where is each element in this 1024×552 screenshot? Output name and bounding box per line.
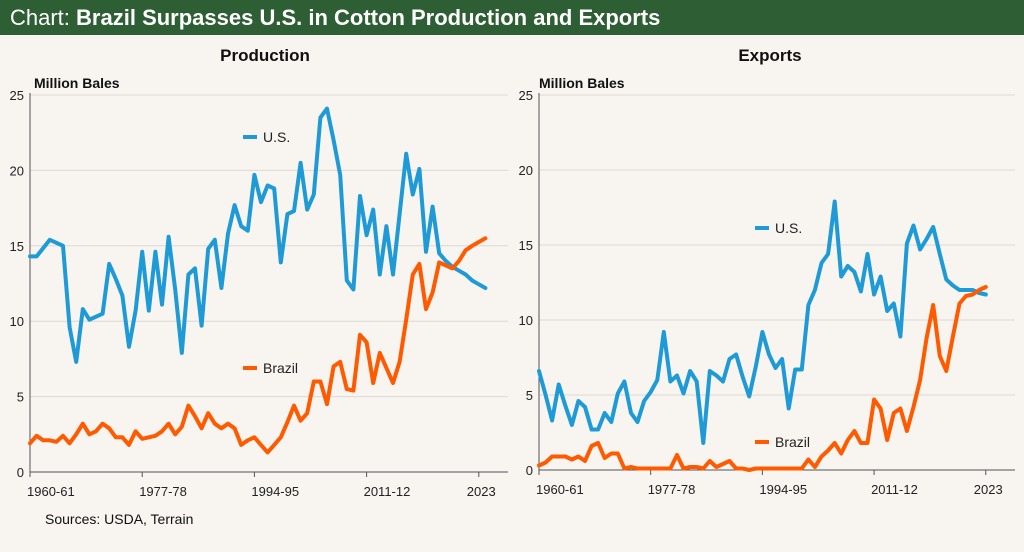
y-tick-label: 15 bbox=[10, 239, 24, 254]
panel-title-1: Exports bbox=[738, 46, 801, 65]
y-tick-label: 20 bbox=[519, 163, 533, 178]
panel-title-0: Production bbox=[220, 46, 310, 65]
x-tick-label: 1977-78 bbox=[648, 482, 696, 497]
y-tick-label: 25 bbox=[519, 88, 533, 103]
legend-label: Brazil bbox=[263, 360, 298, 376]
y-tick-label: 10 bbox=[10, 314, 24, 329]
sources-note: Sources: USDA, Terrain bbox=[45, 511, 194, 527]
y-axis-unit-1: Million Bales bbox=[539, 75, 625, 91]
chart-title: Brazil Surpasses U.S. in Cotton Producti… bbox=[76, 5, 661, 30]
x-tick-label: 1960-61 bbox=[27, 484, 75, 499]
x-tick-label: 2011-12 bbox=[364, 484, 411, 499]
y-tick-label: 25 bbox=[10, 88, 24, 103]
legend-label: U.S. bbox=[775, 220, 802, 236]
chart-header: Chart: Brazil Surpasses U.S. in Cotton P… bbox=[0, 0, 1024, 35]
x-tick-label: 2011-12 bbox=[871, 482, 918, 497]
series-line-us bbox=[537, 199, 988, 445]
x-tick-label: 1977-78 bbox=[139, 484, 187, 499]
x-tick-label: 2023 bbox=[467, 484, 496, 499]
series-line-brazil bbox=[537, 285, 988, 472]
series-line-brazil bbox=[28, 236, 488, 455]
y-tick-label: 10 bbox=[519, 313, 533, 328]
x-tick-label: 2023 bbox=[974, 482, 1003, 497]
y-axis-unit-0: Million Bales bbox=[34, 75, 120, 91]
y-tick-label: 15 bbox=[519, 238, 533, 253]
legend-label: U.S. bbox=[263, 129, 290, 145]
legend-label: Brazil bbox=[775, 434, 810, 450]
y-tick-label: 20 bbox=[10, 163, 24, 178]
y-tick-label: 5 bbox=[526, 388, 533, 403]
x-tick-label: 1960-61 bbox=[536, 482, 584, 497]
y-tick-label: 0 bbox=[17, 465, 24, 480]
header-prefix: Chart: bbox=[10, 5, 70, 30]
y-tick-label: 5 bbox=[17, 390, 24, 405]
y-tick-label: 0 bbox=[526, 463, 533, 478]
x-tick-label: 1994-95 bbox=[759, 482, 807, 497]
x-tick-label: 1994-95 bbox=[251, 484, 299, 499]
series-line-us bbox=[28, 106, 488, 364]
